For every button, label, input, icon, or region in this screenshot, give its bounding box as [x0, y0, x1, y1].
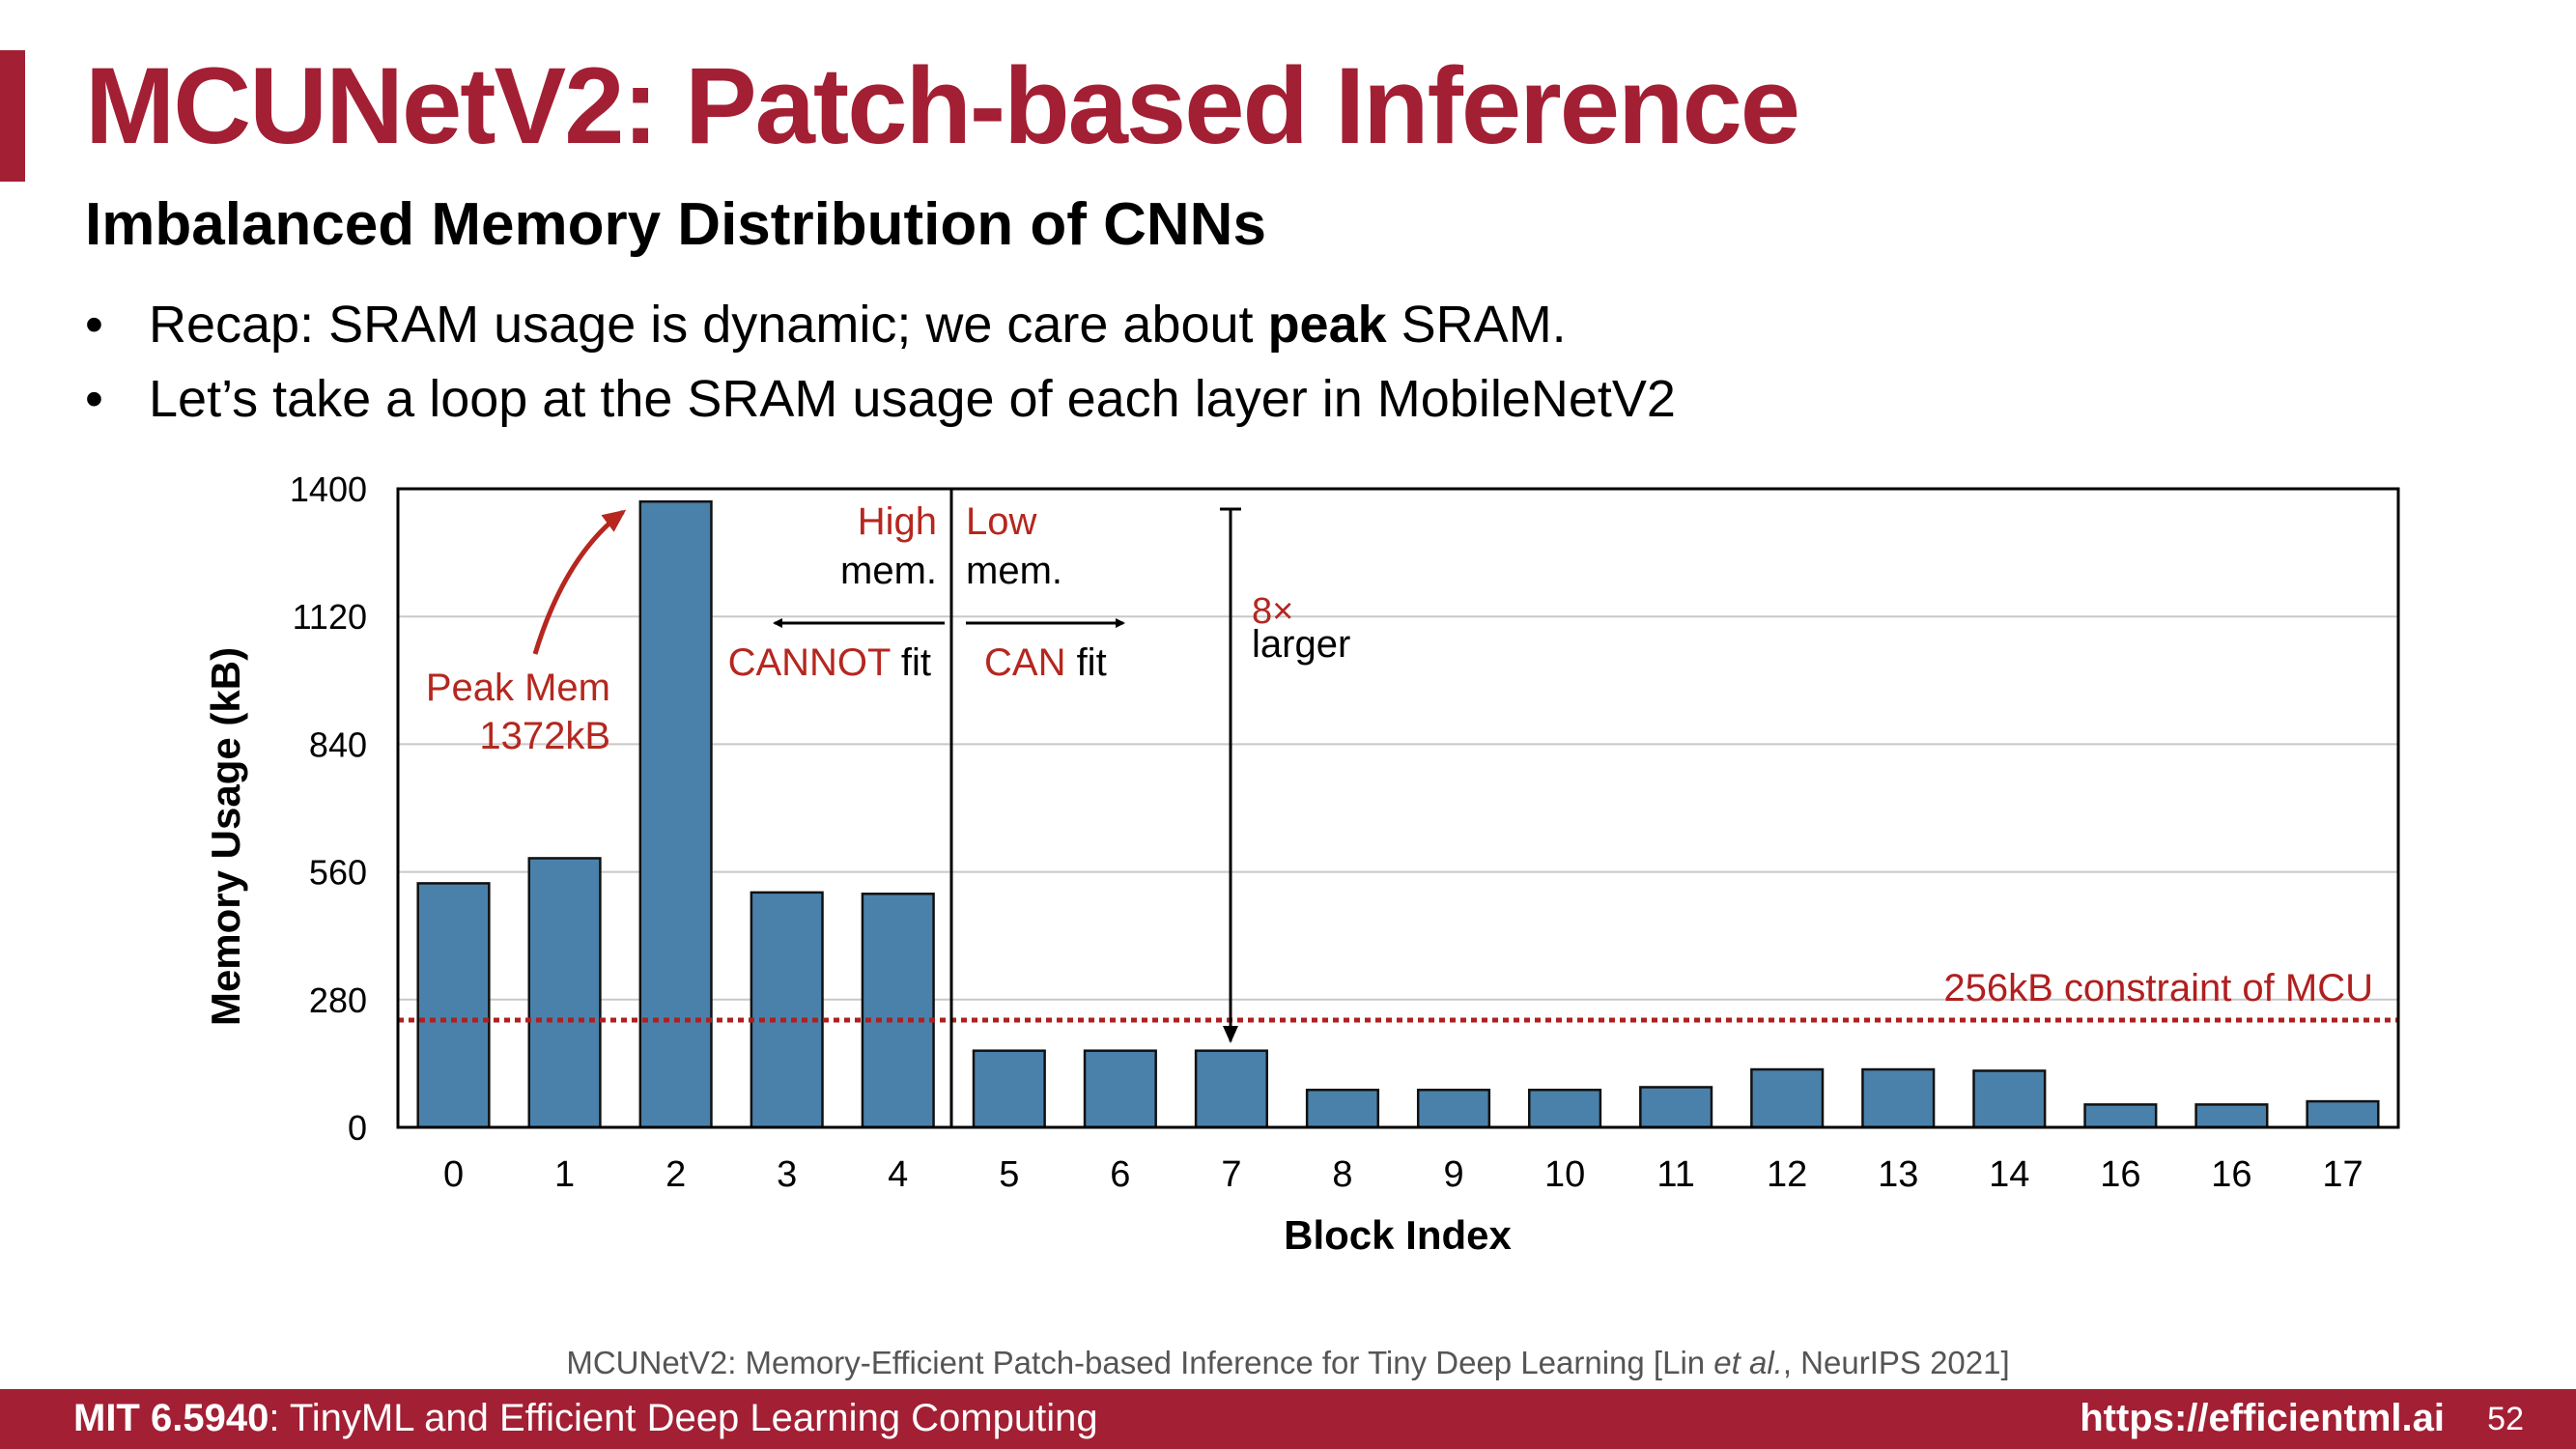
- x-axis-label: Block Index: [1284, 1212, 1512, 1258]
- grid-lines: [398, 615, 2398, 1001]
- x-tick-label: 0: [443, 1154, 464, 1195]
- bar: [2083, 1103, 2158, 1129]
- low-mem-label-black: mem.: [966, 550, 1062, 592]
- cannot-fit-black: fit: [891, 641, 931, 684]
- reference-citation: MCUNetV2: Memory-Efficient Patch-based I…: [0, 1345, 2576, 1381]
- bar: [972, 1049, 1046, 1129]
- bullet-item: • Let’s take a loop at the SRAM usage of …: [85, 362, 1676, 437]
- bar: [750, 891, 824, 1129]
- footer-url[interactable]: https://efficientml.ai: [2080, 1397, 2445, 1439]
- bar: [1639, 1086, 1713, 1129]
- x-tick-label: 5: [999, 1154, 1019, 1195]
- x-tick-label: 9: [1443, 1154, 1463, 1195]
- x-tick-label: 2: [665, 1154, 686, 1195]
- course-code: MIT 6.5940: [73, 1397, 269, 1439]
- x-tick-label: 6: [1110, 1154, 1130, 1195]
- bullet-dot: •: [85, 296, 103, 354]
- x-tick-label: 13: [1878, 1154, 1918, 1195]
- bar: [1305, 1089, 1380, 1129]
- bar: [2194, 1103, 2269, 1129]
- bullet-text: Recap: SRAM usage is dynamic; we care ab…: [149, 296, 1268, 354]
- x-tick-label: 14: [1989, 1154, 2029, 1195]
- constraint-label: 256kB constraint of MCU: [1943, 967, 2373, 1009]
- bar: [2306, 1099, 2380, 1129]
- y-axis-label: Memory Usage (kB): [203, 647, 248, 1026]
- slide-subtitle: Imbalanced Memory Distribution of CNNs: [85, 191, 1266, 258]
- y-tick-label: 280: [309, 980, 367, 1020]
- bar: [527, 857, 602, 1129]
- ratio-label-black: larger: [1252, 623, 1350, 666]
- bar: [1083, 1049, 1157, 1129]
- peak-mem-label: Peak Mem: [426, 667, 610, 709]
- cannot-fit-red: CANNOT: [728, 641, 891, 684]
- page-number: 52: [2487, 1401, 2524, 1437]
- x-tick-label: 7: [1221, 1154, 1241, 1195]
- y-tick-label: 1400: [290, 469, 367, 509]
- y-tick-label: 560: [309, 853, 367, 893]
- x-tick-label: 10: [1544, 1154, 1585, 1195]
- bullet-bold-text: peak: [1267, 296, 1387, 354]
- bar-series: [416, 499, 2380, 1129]
- bullet-dot: •: [85, 370, 103, 428]
- footer-course: MIT 6.5940: TinyML and Efficient Deep Le…: [73, 1397, 1098, 1440]
- x-tick-label: 8: [1332, 1154, 1352, 1195]
- bar: [1972, 1069, 2047, 1129]
- bar: [861, 893, 935, 1129]
- x-axis-ticks: 0 1 2 3 4 5 6 7 8 9 10 11 12 13 14 16 16 17: [443, 1154, 2364, 1195]
- ratio-label-red: 8×: [1252, 591, 1293, 632]
- course-name: : TinyML and Efficient Deep Learning Com…: [269, 1397, 1098, 1439]
- low-mem-label-red: Low: [966, 500, 1036, 543]
- bullet-text-end: SRAM.: [1386, 296, 1567, 354]
- x-tick-label: 11: [1656, 1154, 1694, 1195]
- x-tick-label: 16: [2211, 1154, 2251, 1195]
- x-tick-label: 1: [554, 1154, 575, 1195]
- can-fit-label: CAN fit: [984, 641, 1107, 684]
- bar: [1861, 1067, 1936, 1129]
- plot-frame: [396, 487, 2400, 1129]
- x-tick-label: 17: [2322, 1154, 2363, 1195]
- high-mem-label-black: mem.: [840, 550, 937, 592]
- reference-text-end: , NeurIPS 2021]: [1782, 1345, 2010, 1380]
- bar: [1416, 1089, 1491, 1129]
- x-tick-label: 16: [2100, 1154, 2140, 1195]
- slide-title: MCUNetV2: Patch-based Inference: [85, 45, 1800, 166]
- y-tick-label: 0: [348, 1108, 367, 1148]
- bar: [416, 882, 491, 1129]
- peak-mem-value: 1372kB: [479, 715, 610, 757]
- bar: [1528, 1089, 1602, 1129]
- peak-arrow: [532, 509, 627, 655]
- y-tick-label: 840: [309, 724, 367, 764]
- x-tick-label: 3: [777, 1154, 797, 1195]
- title-accent-bar: [0, 50, 25, 182]
- bar: [1194, 1049, 1268, 1129]
- bar: [1750, 1067, 1825, 1129]
- high-mem-label-red: High: [858, 500, 937, 543]
- bar: [638, 499, 713, 1129]
- can-fit-black: fit: [1065, 641, 1106, 684]
- bullet-item: • Recap: SRAM usage is dynamic; we care a…: [85, 288, 1676, 362]
- bullet-text: Let’s take a loop at the SRAM usage of e…: [149, 370, 1676, 428]
- bullet-list: • Recap: SRAM usage is dynamic; we care a…: [85, 288, 1676, 437]
- low-mem-label: Low mem.: [966, 500, 1062, 592]
- y-axis-ticks: 0 280 560 840 1120 1400: [290, 469, 367, 1148]
- can-fit-red: CAN: [984, 641, 1065, 684]
- reference-text: MCUNetV2: Memory-Efficient Patch-based I…: [566, 1345, 1714, 1380]
- x-tick-label: 12: [1767, 1154, 1807, 1195]
- reference-italic: et al.: [1713, 1345, 1783, 1380]
- high-mem-label: High mem.: [840, 500, 937, 592]
- y-tick-label: 1120: [293, 597, 367, 637]
- cannot-fit-label: CANNOT fit: [728, 641, 931, 684]
- footer-bar: MIT 6.5940: TinyML and Efficient Deep Le…: [0, 1389, 2576, 1449]
- x-tick-label: 4: [888, 1154, 908, 1195]
